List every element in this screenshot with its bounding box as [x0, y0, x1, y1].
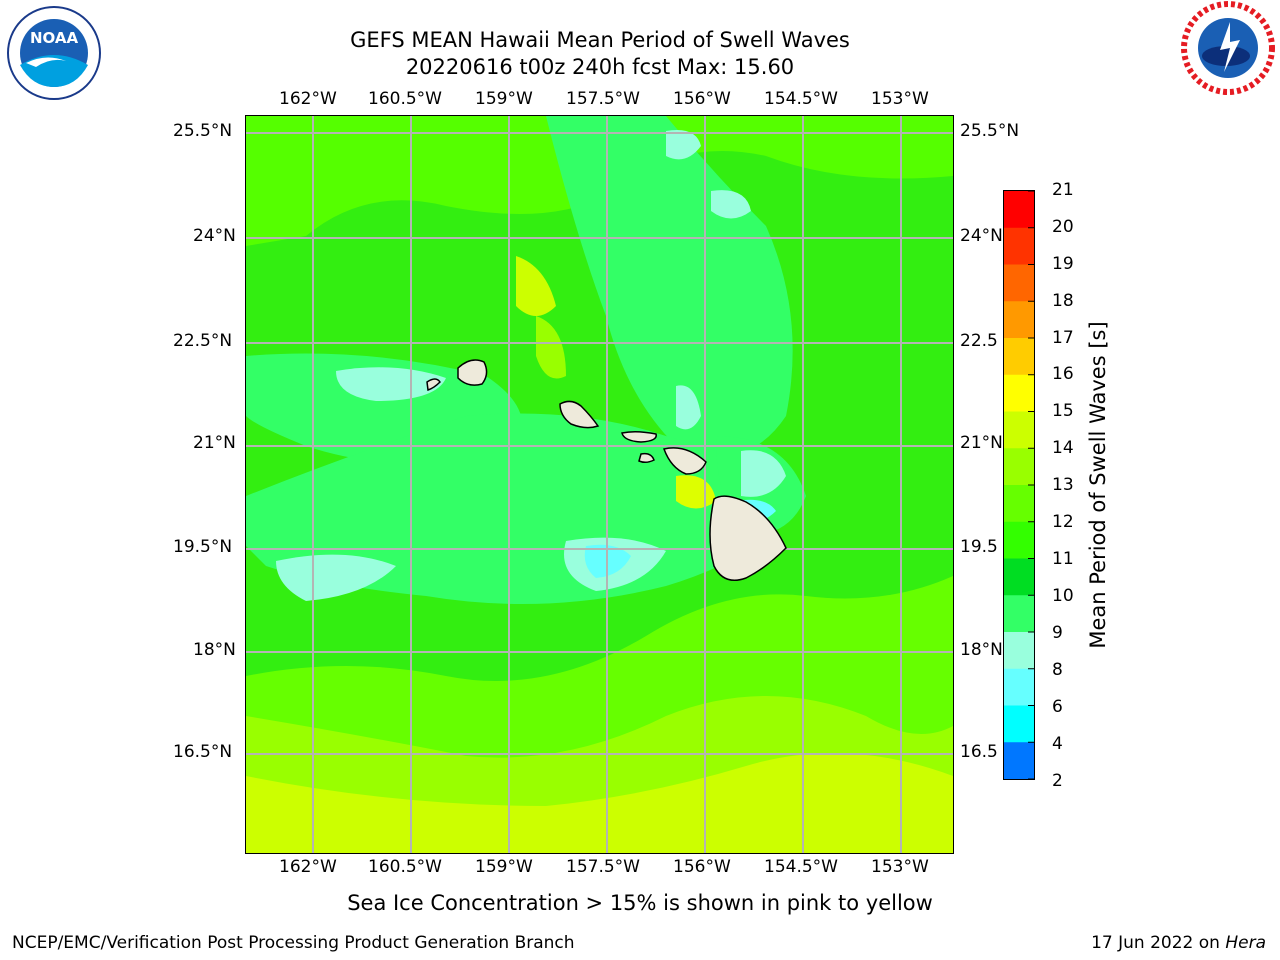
colorbar-swatch: [1004, 742, 1034, 780]
colorbar-swatches: [1004, 190, 1034, 780]
colorbar-swatch: [1004, 521, 1034, 559]
island-kauai: [457, 359, 488, 386]
lat-label-right: 16.5: [960, 742, 998, 762]
noaa-logo-text: NOAA: [30, 29, 79, 47]
colorbar-tick-label: 19: [1052, 254, 1074, 274]
colorbar-tick-label: 14: [1052, 438, 1074, 458]
colorbar-swatch: [1004, 227, 1034, 265]
chart-subtitle: 20220616 t00z 240h fcst Max: 15.60: [405, 55, 795, 79]
lon-label-bottom: 162°W: [279, 857, 337, 877]
field-patch: [676, 385, 701, 430]
colorbar-tick-label: 18: [1052, 291, 1074, 311]
lon-label-top: 156°W: [673, 89, 731, 109]
field-band: [246, 413, 806, 604]
colorbar-tick-label: 21: [1052, 180, 1074, 200]
machine-name: Hera: [1225, 933, 1266, 953]
colorbar-swatch: [1004, 668, 1034, 706]
island-hawaii: [709, 495, 787, 581]
colorbar-swatch: [1004, 632, 1034, 670]
colorbar-swatch: [1004, 374, 1034, 412]
island-maui: [663, 447, 707, 475]
lon-label-bottom: 159°W: [475, 857, 533, 877]
colorbar-tick-label: 13: [1052, 475, 1074, 495]
lat-label-right: 21°N: [960, 433, 1003, 453]
colorbar-tick-label: 20: [1052, 217, 1074, 237]
colorbar-tick-label: 15: [1052, 401, 1074, 421]
colorbar-tick-label: 11: [1052, 549, 1074, 569]
colorbar-tick-label: 12: [1052, 512, 1074, 532]
colorbar-swatch: [1004, 264, 1034, 302]
colorbar-swatch: [1004, 448, 1034, 486]
lat-label-left: 19.5°N: [173, 537, 233, 557]
lon-label-top: 159°W: [475, 89, 533, 109]
colorbar-swatch: [1004, 301, 1034, 339]
field-patch: [536, 316, 566, 379]
lat-label-left: 18°N: [193, 640, 236, 660]
lon-label-bottom: 160.5°W: [368, 857, 442, 877]
colorbar-swatch: [1004, 338, 1034, 376]
lon-label-top: 153°W: [871, 89, 929, 109]
lon-label-top: 162°W: [279, 89, 337, 109]
lat-label-right: 24°N: [960, 226, 1003, 246]
chart-title: GEFS MEAN Hawaii Mean Period of Swell Wa…: [350, 28, 850, 52]
lon-label-top: 157.5°W: [566, 89, 640, 109]
generation-date: 17 Jun 2022 on Hera: [1091, 933, 1266, 953]
colorbar-tick-label: 9: [1052, 623, 1063, 643]
lon-label-bottom: 157.5°W: [566, 857, 640, 877]
lon-label-bottom: 154.5°W: [764, 857, 838, 877]
lon-label-bottom: 156°W: [673, 857, 731, 877]
island-oahu: [559, 400, 600, 429]
hawaiian-islands: [426, 359, 787, 581]
lon-label-top: 160.5°W: [368, 89, 442, 109]
colorbar-swatch: [1004, 411, 1034, 449]
colorbar-tick-label: 10: [1052, 586, 1074, 606]
generation-date-text: 17 Jun 2022 on: [1091, 933, 1226, 953]
island-niihau: [426, 378, 441, 392]
colorbar-swatch: [1004, 191, 1034, 229]
lat-label-left: 22.5°N: [173, 331, 233, 351]
colorbar-tick-label: 16: [1052, 364, 1074, 384]
lat-label-right: 25.5°N: [960, 121, 1020, 141]
island-molokai: [621, 430, 657, 443]
lat-label-right: 18°N: [960, 640, 1003, 660]
field-patch: [516, 256, 556, 316]
field-patch: [336, 367, 446, 401]
lon-label-top: 154.5°W: [764, 89, 838, 109]
noaa-logo: NOAA: [6, 5, 102, 101]
lat-label-right: 19.5: [960, 537, 998, 557]
field-patch: [666, 130, 701, 160]
colorbar: [1003, 190, 1035, 780]
lat-label-left: 24°N: [193, 226, 236, 246]
colorbar-swatch: [1004, 705, 1034, 743]
colorbar-tick-label: 17: [1052, 328, 1074, 348]
producer-credit: NCEP/EMC/Verification Post Processing Pr…: [12, 933, 575, 953]
sea-ice-note: Sea Ice Concentration > 15% is shown in …: [347, 891, 933, 915]
lat-label-left: 16.5°N: [173, 742, 233, 762]
colorbar-tick-label: 8: [1052, 660, 1063, 680]
colorbar-swatch: [1004, 595, 1034, 633]
colorbar-swatch: [1004, 558, 1034, 596]
lat-label-left: 25.5°N: [173, 121, 233, 141]
lat-label-right: 22.5: [960, 331, 998, 351]
map-plot-area[interactable]: [245, 115, 954, 854]
colorbar-tick-label: 2: [1052, 771, 1063, 791]
colorbar-tick-label: 4: [1052, 734, 1063, 754]
nws-logo: [1180, 0, 1276, 96]
field-patch: [711, 190, 751, 219]
field-patch: [741, 450, 786, 497]
island-lanai: [638, 452, 655, 464]
field-patch: [276, 554, 396, 601]
colorbar-title: Mean Period of Swell Waves [s]: [1086, 321, 1110, 649]
graticule: [246, 116, 953, 853]
colorbar-tick-label: 6: [1052, 697, 1063, 717]
field-band: [246, 753, 953, 853]
colorbar-swatch: [1004, 485, 1034, 523]
swell-period-map: [246, 116, 953, 853]
lat-label-left: 21°N: [193, 433, 236, 453]
lon-label-bottom: 153°W: [871, 857, 929, 877]
